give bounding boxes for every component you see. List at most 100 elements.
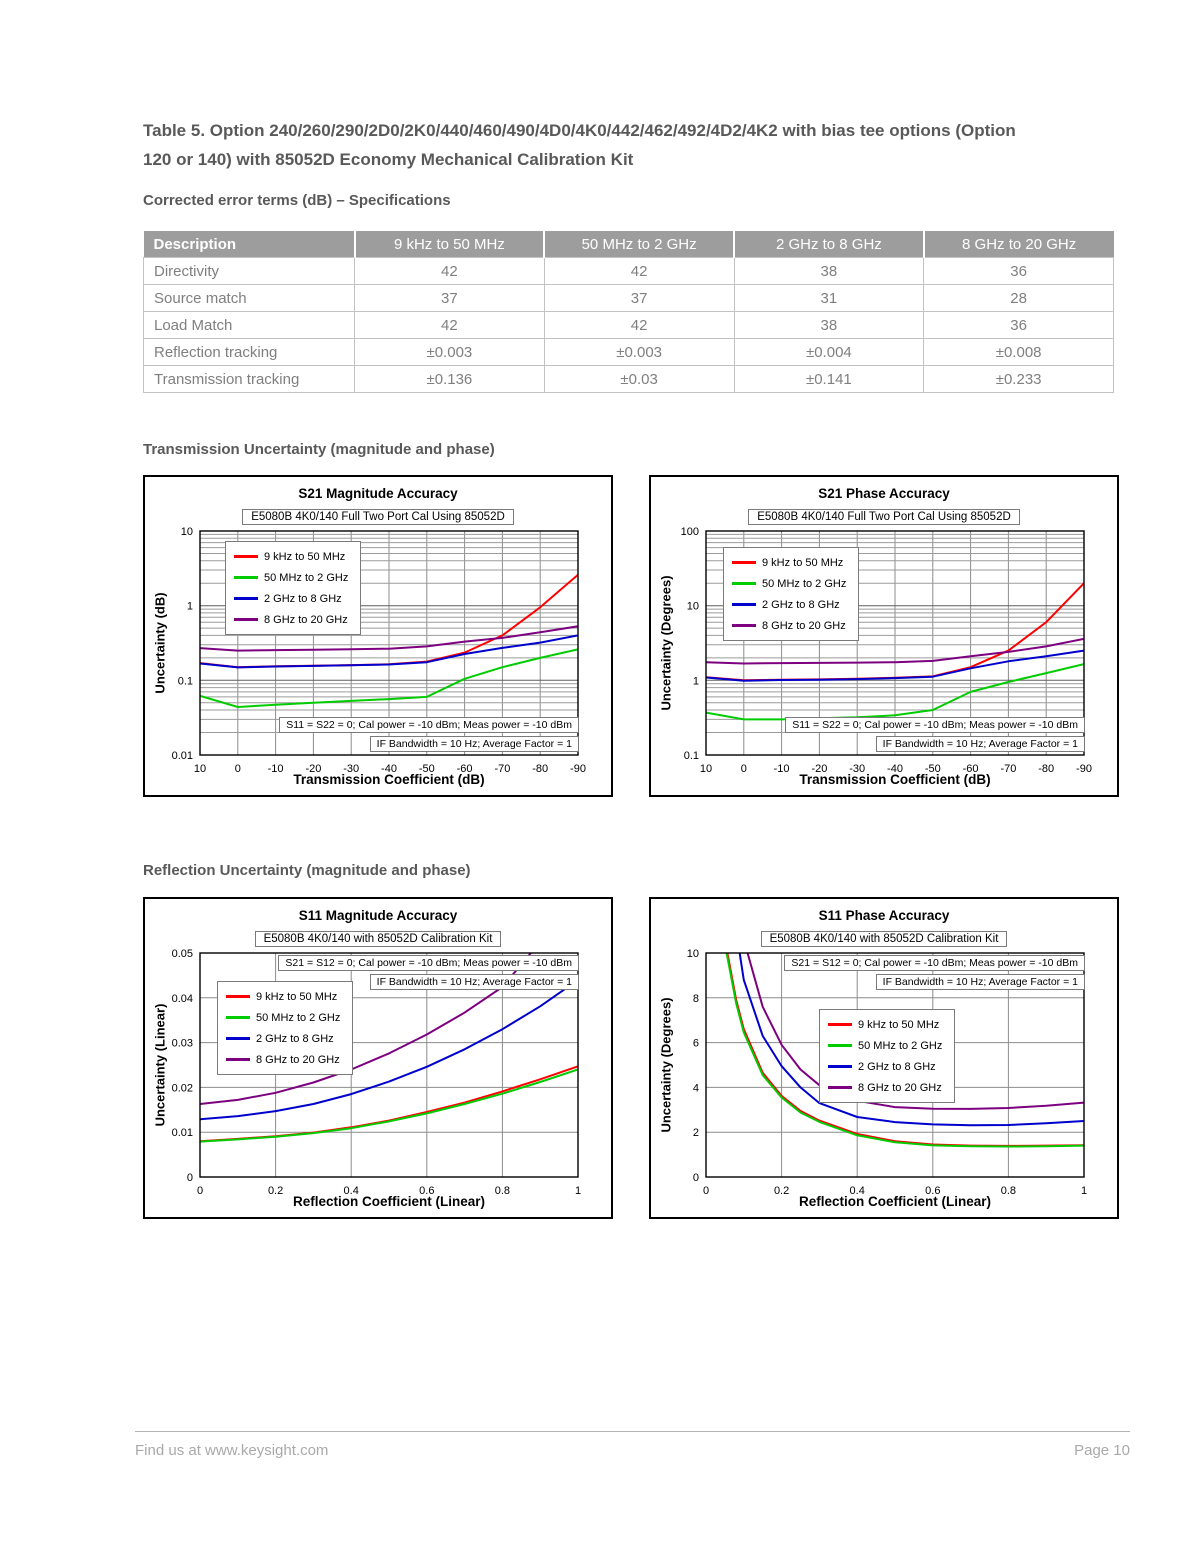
legend-item: 9 kHz to 50 MHz [226,986,340,1007]
svg-text:0.6: 0.6 [925,1185,940,1197]
row-value: 28 [923,284,1114,312]
svg-text:0.01: 0.01 [172,750,193,762]
legend-item: 8 GHz to 20 GHz [234,609,348,630]
svg-text:0.04: 0.04 [172,993,193,1005]
legend-item: 2 GHz to 8 GHz [226,1028,340,1049]
legend-item: 50 MHz to 2 GHz [732,573,846,594]
chart-legend: 9 kHz to 50 MHz 50 MHz to 2 GHz 2 GHz to… [217,981,354,1075]
svg-text:-60: -60 [457,763,473,775]
legend-label: 8 GHz to 20 GHz [762,619,846,632]
svg-text:0: 0 [235,763,241,775]
svg-text:-80: -80 [532,763,548,775]
svg-text:-40: -40 [887,763,903,775]
row-value: 42 [543,257,735,285]
x-axis-label: Reflection Coefficient (Linear) [292,1194,486,1209]
svg-text:0.6: 0.6 [419,1185,434,1197]
row-value: 38 [733,311,925,339]
legend-item: 9 kHz to 50 MHz [828,1014,942,1035]
legend-line-swatch [234,618,258,621]
svg-text:0.4: 0.4 [850,1185,865,1197]
table-row: Source match 37 37 31 28 [143,284,1114,312]
legend-item: 8 GHz to 20 GHz [732,615,846,636]
legend-item: 9 kHz to 50 MHz [234,546,348,567]
table-row: Directivity 42 42 38 36 [143,257,1114,285]
row-label: Directivity [143,257,355,285]
chart-legend: 9 kHz to 50 MHz 50 MHz to 2 GHz 2 GHz to… [819,1009,956,1103]
table-row: Reflection tracking ±0.003 ±0.003 ±0.004… [143,338,1114,366]
legend-line-swatch [732,561,756,564]
col-header-2ghz-8ghz: 2 GHz to 8 GHz [733,231,924,258]
legend-line-swatch [828,1023,852,1026]
chart-title: S21 Magnitude Accuracy [298,486,458,501]
row-value: ±0.136 [354,365,545,393]
svg-text:10: 10 [194,763,206,775]
section-heading-transmission-uncertainty: Transmission Uncertainty (magnitude and … [143,441,495,458]
annotation-conditions: S11 = S22 = 0; Cal power = -10 dBm; Meas… [785,717,1085,733]
chart-legend: 9 kHz to 50 MHz 50 MHz to 2 GHz 2 GHz to… [723,547,860,641]
row-value: ±0.008 [923,338,1114,366]
legend-label: 50 MHz to 2 GHz [858,1039,943,1052]
svg-text:-60: -60 [963,763,979,775]
y-axis-label: Uncertainty (Degrees) [658,575,674,711]
chart-s11-magnitude-accuracy: 0 0.2 0.4 0.6 0.8 1 0 0.01 0.02 0.03 0.04 0.05 S11 … [143,897,613,1219]
row-value: 42 [354,257,545,285]
legend-label: 9 kHz to 50 MHz [858,1018,940,1031]
svg-text:0.4: 0.4 [344,1185,359,1197]
legend-line-swatch [226,995,250,998]
svg-text:1: 1 [1081,1185,1087,1197]
annotation-conditions: S21 = S12 = 0; Cal power = -10 dBm; Meas… [278,955,579,971]
annotation-conditions: S21 = S12 = 0; Cal power = -10 dBm; Meas… [784,955,1085,971]
legend-line-swatch [226,1037,250,1040]
svg-text:-10: -10 [774,763,790,775]
legend-label: 8 GHz to 20 GHz [264,613,348,626]
legend-label: 50 MHz to 2 GHz [762,577,847,590]
row-value: 36 [923,257,1114,285]
row-value: ±0.233 [923,365,1114,393]
row-value: 38 [733,257,925,285]
legend-item: 9 kHz to 50 MHz [732,552,846,573]
footer-divider [135,1431,1130,1432]
col-header-9khz-50mhz: 9 kHz to 50 MHz [353,231,545,258]
footer-link[interactable]: Find us at www.keysight.com [135,1442,329,1459]
row-value: 36 [923,311,1114,339]
row-value: 42 [354,311,545,339]
chart-legend: 9 kHz to 50 MHz 50 MHz to 2 GHz 2 GHz to… [225,541,362,635]
chart-s21-magnitude-accuracy: 10 0 -10 -20 -30 -40 -50 -60 -70 -80 -90 0.01 0.1 1 10… [143,475,613,797]
legend-line-swatch [828,1086,852,1089]
legend-line-swatch [732,582,756,585]
table-row: Transmission tracking ±0.136 ±0.03 ±0.14… [143,365,1114,393]
svg-text:10: 10 [700,763,712,775]
svg-text:0.01: 0.01 [172,1127,193,1139]
y-axis-label: Uncertainty (Degrees) [658,997,674,1133]
svg-text:10: 10 [181,526,193,538]
annotation-bandwidth: IF Bandwidth = 10 Hz; Average Factor = 1 [875,974,1085,990]
chart-s21-phase-accuracy: 10 0 -10 -20 -30 -40 -50 -60 -70 -80 -90 0.1 1 10 100 … [649,475,1119,797]
legend-label: 9 kHz to 50 MHz [762,556,844,569]
svg-text:-10: -10 [268,763,284,775]
page-footer: Find us at www.keysight.com Page 10 [135,1442,1130,1459]
legend-item: 50 MHz to 2 GHz [226,1007,340,1028]
svg-text:8: 8 [693,993,699,1005]
legend-label: 50 MHz to 2 GHz [264,571,349,584]
svg-text:-30: -30 [849,763,865,775]
chart-title: S11 Magnitude Accuracy [298,908,458,923]
chart-s11-phase-accuracy: 0 0.2 0.4 0.6 0.8 1 0 2 4 6 8 10 S11 Phase Accuracy… [649,897,1119,1219]
svg-text:10: 10 [687,948,699,960]
svg-text:2: 2 [693,1127,699,1139]
col-header-50mhz-2ghz: 50 MHz to 2 GHz [543,231,734,258]
row-value: ±0.003 [543,338,735,366]
col-header-8ghz-20ghz: 8 GHz to 20 GHz [922,231,1114,258]
page-title: Table 5. Option 240/260/290/2D0/2K0/440/… [143,121,1016,169]
svg-text:0: 0 [741,763,747,775]
svg-text:0.8: 0.8 [1001,1185,1016,1197]
legend-label: 9 kHz to 50 MHz [264,550,346,563]
row-value: 31 [733,284,925,312]
legend-line-swatch [234,597,258,600]
svg-text:-70: -70 [1000,763,1016,775]
chart-subtitle: E5080B 4K0/140 with 85052D Calibration K… [254,931,502,947]
legend-label: 9 kHz to 50 MHz [256,990,338,1003]
legend-label: 2 GHz to 8 GHz [264,592,342,605]
legend-item: 50 MHz to 2 GHz [234,567,348,588]
legend-label: 8 GHz to 20 GHz [256,1053,340,1066]
chart-annotations: S11 = S22 = 0; Cal power = -10 dBm; Meas… [279,717,579,752]
